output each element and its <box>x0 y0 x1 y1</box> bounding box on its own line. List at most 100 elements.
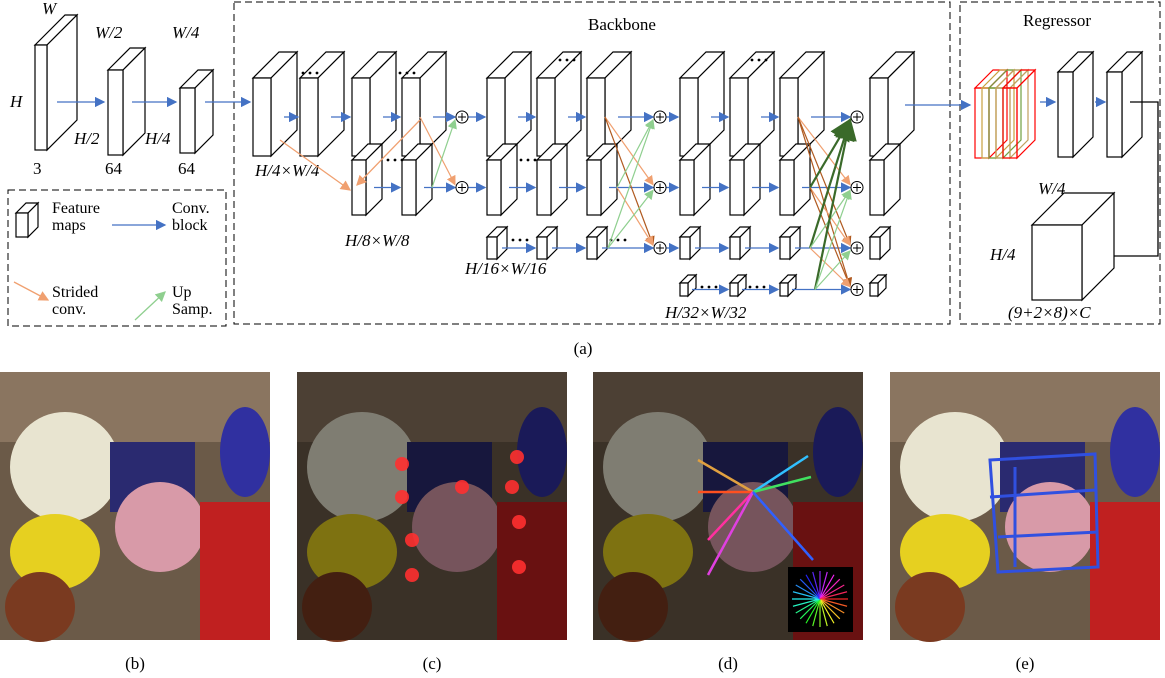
keypoint <box>405 568 419 582</box>
ellipsis <box>566 59 569 62</box>
panel-label: (c) <box>423 654 442 673</box>
figure <box>5 572 75 642</box>
diagram: W W/2 W/4 H H/2 H/4 3 64 64 Backbone Reg… <box>0 0 1165 678</box>
legend-label: Strided conv. <box>52 284 112 318</box>
feature-map <box>253 78 271 156</box>
feature-map <box>352 160 366 215</box>
car <box>1090 502 1160 640</box>
keypoint <box>405 533 419 547</box>
ellipsis <box>526 239 529 242</box>
channel-label: 64 <box>178 159 196 178</box>
photo <box>890 372 1160 642</box>
bowl <box>220 407 270 497</box>
ellipsis <box>559 59 562 62</box>
feature-map <box>108 70 123 155</box>
feature-map <box>402 160 416 215</box>
feature-map <box>35 45 47 150</box>
height-label: H/2 <box>73 129 100 148</box>
legend-label: Conv. block <box>172 200 222 234</box>
ellipsis <box>765 59 768 62</box>
ellipsis <box>701 286 704 289</box>
arrow <box>135 292 165 320</box>
feature-map <box>1017 70 1035 158</box>
channel-label: 64 <box>105 159 123 178</box>
feature-map <box>780 160 794 215</box>
feature-map <box>989 70 1007 158</box>
feature-map <box>680 237 690 259</box>
output-channels: (9+2×8)×C <box>1008 303 1091 322</box>
height-label: H/4 <box>144 129 171 148</box>
feature-map <box>1107 72 1122 157</box>
width-label: W/4 <box>172 23 200 42</box>
feature-map <box>730 283 738 296</box>
ellipsis <box>520 159 523 162</box>
feature-map <box>180 88 195 153</box>
output-height: H/4 <box>989 245 1016 264</box>
ellipsis <box>394 159 397 162</box>
keypoint <box>455 480 469 494</box>
feature-map <box>587 160 601 215</box>
channel-label: 3 <box>33 159 42 178</box>
figure <box>895 572 965 642</box>
scale-label: H/16×W/16 <box>464 259 547 278</box>
feature-map <box>587 237 597 259</box>
ellipsis <box>387 159 390 162</box>
pig <box>115 482 205 572</box>
feature-map <box>1032 225 1082 300</box>
photo <box>297 372 567 642</box>
feature-map <box>780 237 790 259</box>
ellipsis <box>316 72 319 75</box>
feature-map <box>300 78 318 156</box>
feature-map <box>537 160 551 215</box>
panel-label: (d) <box>718 654 738 673</box>
ellipsis <box>573 59 576 62</box>
keypoint <box>512 560 526 574</box>
height-label: H <box>9 92 24 111</box>
panel-label: (b) <box>125 654 145 673</box>
ellipsis <box>756 286 759 289</box>
feature-map <box>780 283 788 296</box>
ellipsis <box>749 286 752 289</box>
ellipsis <box>617 239 620 242</box>
keypoint <box>395 490 409 504</box>
photo <box>0 372 270 642</box>
dim-overlay <box>297 372 567 640</box>
ellipsis <box>624 239 627 242</box>
feature-map <box>730 160 744 215</box>
scale-label: H/4×W/4 <box>254 161 320 180</box>
ellipsis <box>708 286 711 289</box>
bowl <box>1110 407 1160 497</box>
keypoint <box>512 515 526 529</box>
ellipsis <box>413 72 416 75</box>
photo <box>593 372 863 642</box>
feature-map <box>1010 70 1028 158</box>
ellipsis <box>751 59 754 62</box>
regressor-title: Regressor <box>1023 11 1091 30</box>
feature-map <box>537 237 547 259</box>
width-label: W/2 <box>95 23 123 42</box>
caption: (a) <box>574 339 593 358</box>
ellipsis <box>758 59 761 62</box>
feature-map <box>680 160 694 215</box>
ellipsis <box>512 239 515 242</box>
ellipsis <box>715 286 718 289</box>
feature-map <box>870 237 880 259</box>
width-label: W <box>42 0 58 18</box>
feature-map <box>487 237 497 259</box>
keypoint <box>510 450 524 464</box>
ellipsis <box>406 72 409 75</box>
scale-label: H/8×W/8 <box>344 231 410 250</box>
scale-label: H/32×W/32 <box>664 303 747 322</box>
arrow <box>14 282 48 300</box>
figure: W W/2 W/4 H H/2 H/4 3 64 64 Backbone Reg… <box>0 0 1165 678</box>
feature-map <box>1058 72 1073 157</box>
feature-map <box>1003 70 1021 158</box>
feature-map <box>487 160 501 215</box>
legend-label: Feature maps <box>52 200 112 234</box>
ellipsis <box>302 72 305 75</box>
ellipsis <box>309 72 312 75</box>
ellipsis <box>534 159 537 162</box>
feature-map <box>680 283 688 296</box>
backbone-title: Backbone <box>588 15 656 34</box>
ellipsis <box>527 159 530 162</box>
